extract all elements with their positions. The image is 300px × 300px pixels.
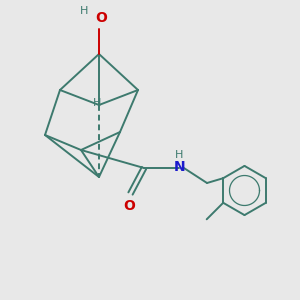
Text: O: O xyxy=(123,199,135,213)
Text: N: N xyxy=(173,160,185,174)
Text: H: H xyxy=(175,151,183,160)
Text: O: O xyxy=(95,11,107,25)
Text: H: H xyxy=(80,7,88,16)
Text: H: H xyxy=(93,98,102,109)
